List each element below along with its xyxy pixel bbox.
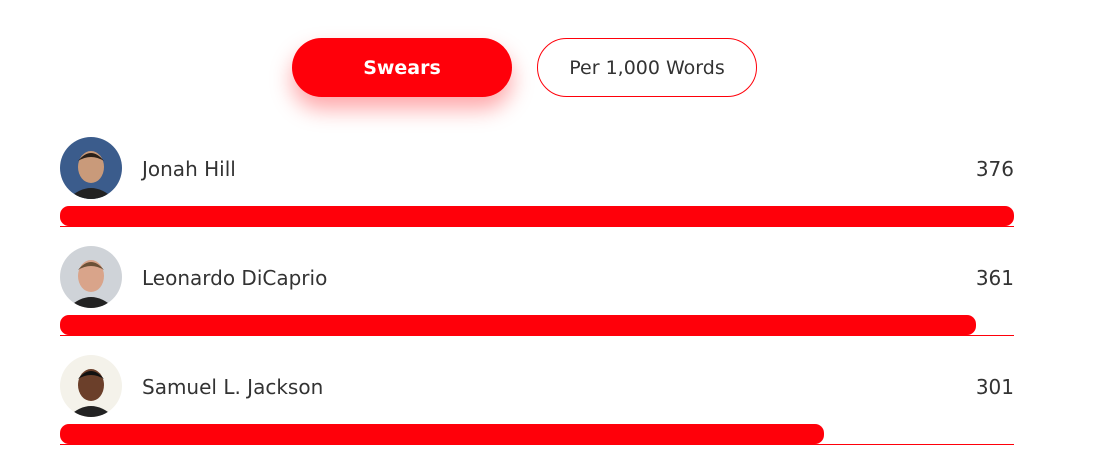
actor-name: Leonardo DiCaprio	[142, 266, 328, 290]
per-1000-words-toggle-button[interactable]: Per 1,000 Words	[537, 38, 757, 97]
list-item: Jonah Hill 376	[60, 137, 1014, 247]
actor-name: Samuel L. Jackson	[142, 375, 324, 399]
actor-name: Jonah Hill	[142, 157, 236, 181]
avatar	[60, 355, 122, 417]
list-item: Samuel L. Jackson 301	[60, 355, 1014, 465]
bar-fill	[60, 424, 824, 444]
swear-count: 301	[975, 375, 1014, 399]
avatar	[60, 246, 122, 308]
bar-fill	[60, 315, 976, 335]
list-item: Leonardo DiCaprio 361	[60, 246, 1014, 356]
avatar	[60, 137, 122, 199]
swear-count: 361	[975, 266, 1014, 290]
bar-track	[60, 424, 1014, 445]
swears-toggle-button[interactable]: Swears	[292, 38, 512, 97]
swear-count: 376	[975, 157, 1014, 181]
bar-fill	[60, 206, 1014, 226]
bar-track	[60, 206, 1014, 227]
bar-track	[60, 315, 1014, 336]
